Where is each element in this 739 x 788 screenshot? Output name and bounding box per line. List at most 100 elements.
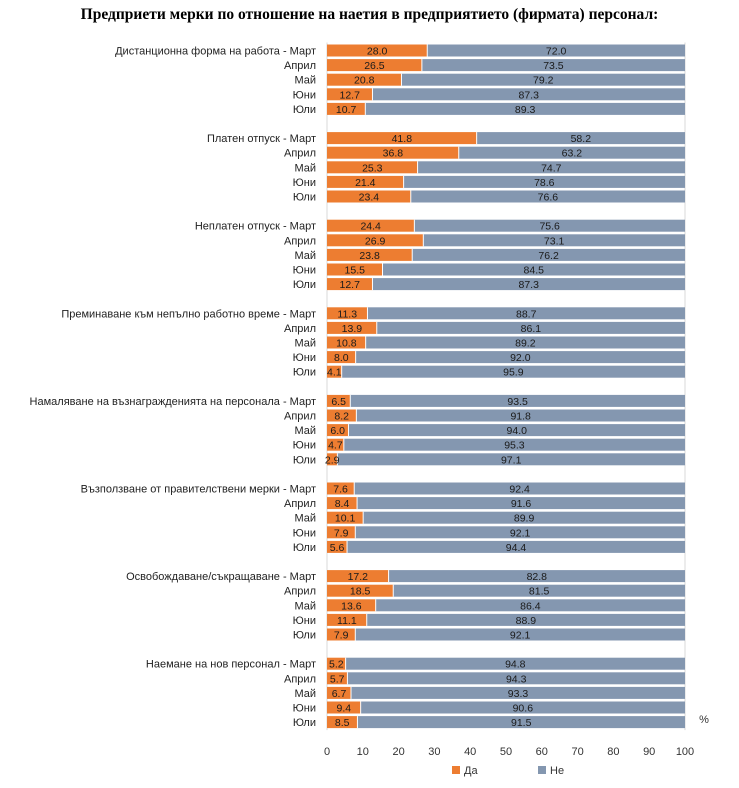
category-label: Април bbox=[284, 323, 316, 335]
bar-yes bbox=[327, 599, 376, 612]
bar-no bbox=[355, 351, 685, 364]
value-label-yes: 13.6 bbox=[341, 600, 362, 612]
bar-yes bbox=[327, 672, 348, 685]
bar-no bbox=[357, 716, 685, 729]
value-label-yes: 10.8 bbox=[336, 338, 357, 350]
category-label: Юли bbox=[293, 279, 316, 291]
x-axis: 0 10 20 30 40 50 60 70 80 90 100% bbox=[324, 714, 709, 758]
value-label-no: 78.6 bbox=[534, 177, 555, 189]
category-label: Май bbox=[294, 513, 316, 525]
bar-no bbox=[417, 161, 685, 174]
x-tick-label: 100 bbox=[676, 746, 694, 758]
bar-yes bbox=[327, 686, 351, 699]
category-label: Април bbox=[284, 235, 316, 247]
value-label-yes: 5.6 bbox=[330, 542, 345, 554]
value-label-no: 81.5 bbox=[529, 586, 550, 598]
bar-yes bbox=[327, 102, 366, 115]
bar-no bbox=[347, 672, 685, 685]
value-label-yes: 23.8 bbox=[359, 250, 380, 262]
value-label-yes: 24.4 bbox=[360, 221, 381, 233]
category-label: Май bbox=[294, 162, 316, 174]
value-label-yes: 6.7 bbox=[332, 688, 347, 700]
value-label-yes: 8.4 bbox=[335, 498, 350, 510]
category-label: Наемане на нов персонал - Март bbox=[146, 659, 316, 671]
bar-yes bbox=[327, 336, 366, 349]
bar-no bbox=[410, 190, 685, 203]
category-label: Юни bbox=[293, 177, 316, 189]
bar-no bbox=[365, 102, 685, 115]
value-label-no: 84.5 bbox=[524, 265, 545, 277]
bar-yes bbox=[327, 146, 459, 159]
value-label-yes: 12.7 bbox=[340, 89, 361, 101]
chart-title: Предприети мерки по отношение на наетия … bbox=[80, 6, 659, 23]
value-label-yes: 25.3 bbox=[362, 162, 383, 174]
x-tick-label: 0 bbox=[324, 746, 330, 758]
bar-no bbox=[458, 146, 685, 159]
x-tick-label: 80 bbox=[607, 746, 619, 758]
value-label-yes: 26.5 bbox=[364, 60, 385, 72]
bar-yes bbox=[327, 307, 368, 320]
bar-yes bbox=[327, 482, 355, 495]
value-label-yes: 13.9 bbox=[342, 323, 363, 335]
bar-yes bbox=[327, 526, 356, 539]
bar-no bbox=[350, 686, 685, 699]
category-label: Юли bbox=[293, 104, 316, 116]
value-label-yes: 15.5 bbox=[345, 265, 366, 277]
bar-yes bbox=[327, 584, 394, 597]
bar-yes bbox=[327, 73, 402, 86]
bar-yes bbox=[327, 234, 424, 247]
value-label-yes: 20.8 bbox=[354, 75, 375, 87]
value-label-no: 86.4 bbox=[520, 600, 541, 612]
bar-yes bbox=[327, 424, 349, 437]
value-label-no: 87.3 bbox=[519, 89, 540, 101]
category-label: Май bbox=[294, 600, 316, 612]
value-label-no: 91.5 bbox=[511, 717, 532, 729]
bar-no bbox=[357, 497, 685, 510]
bar-no bbox=[354, 482, 685, 495]
category-label: Април bbox=[284, 586, 316, 598]
value-label-yes: 5.7 bbox=[330, 673, 345, 685]
bar-yes bbox=[327, 438, 344, 451]
legend-swatch-yes bbox=[452, 766, 460, 774]
value-label-no: 58.2 bbox=[571, 133, 592, 145]
bar-no bbox=[388, 570, 685, 583]
value-label-no: 76.2 bbox=[538, 250, 559, 262]
bar-no bbox=[347, 540, 685, 553]
value-label-yes: 7.6 bbox=[333, 484, 348, 496]
category-label: Юни bbox=[293, 440, 316, 452]
category-label: Дистанционна форма на работа - Март bbox=[115, 46, 316, 58]
bar-yes bbox=[327, 394, 351, 407]
value-label-yes: 12.7 bbox=[340, 279, 361, 291]
x-tick-label: 90 bbox=[643, 746, 655, 758]
bar-no bbox=[372, 88, 685, 101]
category-label: Май bbox=[294, 250, 316, 262]
value-label-no: 86.1 bbox=[521, 323, 542, 335]
value-label-no: 93.5 bbox=[507, 396, 528, 408]
value-label-no: 75.6 bbox=[539, 221, 560, 233]
value-label-yes: 4.1 bbox=[327, 367, 342, 379]
bar-yes bbox=[327, 540, 348, 553]
value-label-no: 92.4 bbox=[509, 484, 530, 496]
value-label-no: 94.4 bbox=[506, 542, 527, 554]
category-label: Април bbox=[284, 411, 316, 423]
bar-no bbox=[412, 248, 685, 261]
category-label: Възползване от правителствени мерки - Ма… bbox=[81, 484, 316, 496]
value-label-yes: 17.2 bbox=[348, 571, 369, 583]
bar-no bbox=[366, 613, 685, 626]
value-label-yes: 10.7 bbox=[336, 104, 357, 116]
value-label-yes: 11.3 bbox=[337, 308, 357, 320]
bar-no bbox=[356, 409, 685, 422]
bar-yes bbox=[327, 132, 477, 145]
value-label-no: 95.3 bbox=[504, 440, 525, 452]
value-label-yes: 2.9 bbox=[325, 454, 340, 466]
category-label: Май bbox=[294, 75, 316, 87]
category-label: Юни bbox=[293, 615, 316, 627]
value-label-no: 92.1 bbox=[510, 527, 531, 539]
bar-no bbox=[421, 59, 685, 72]
category-label: Юли bbox=[293, 542, 316, 554]
category-label: Юни bbox=[293, 703, 316, 715]
value-label-no: 63.2 bbox=[562, 148, 583, 160]
bar-no bbox=[372, 278, 685, 291]
bar-no bbox=[343, 438, 685, 451]
